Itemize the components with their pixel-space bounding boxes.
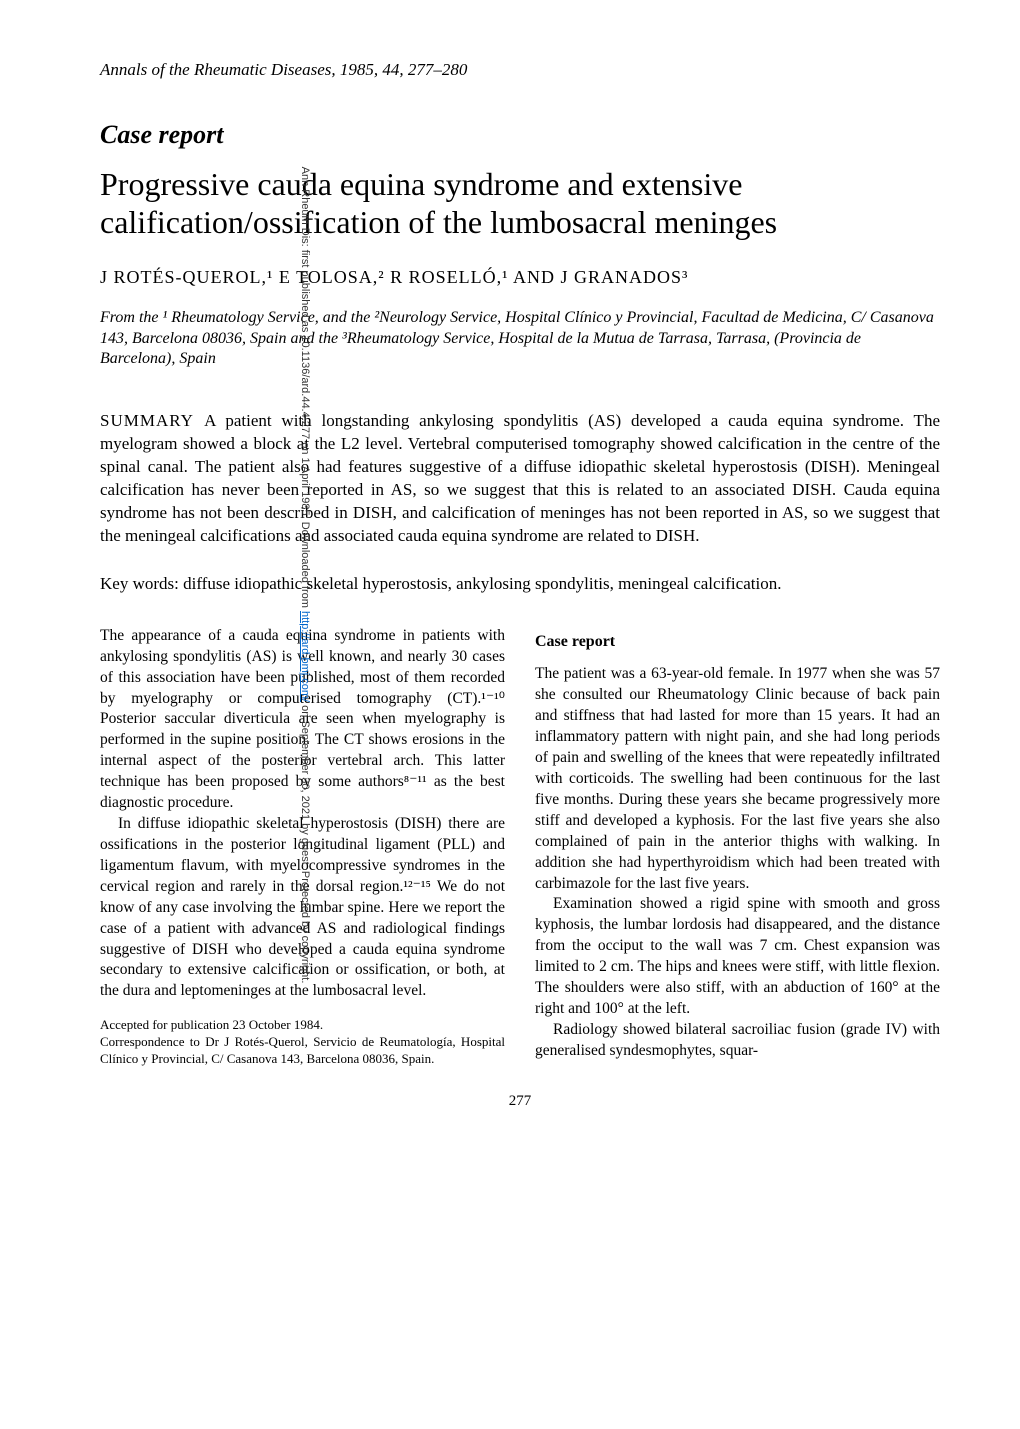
affiliations: From the ¹ Rheumatology Service, and the… — [100, 308, 940, 370]
page-number: 277 — [100, 1093, 940, 1110]
sidebar-suffix: on September 30, 2021 by guest. Protecte… — [299, 705, 311, 983]
page-container: Ann Rheum Dis: first published as 10.113… — [0, 0, 1020, 1150]
sidebar-link[interactable]: http://ard.bmj.com/ — [299, 611, 311, 702]
two-column-body: The appearance of a cauda equina syndrom… — [100, 626, 940, 1068]
sidebar-prefix: Ann Rheum Dis: first published as 10.113… — [299, 167, 311, 611]
case-report-label: Case report — [100, 120, 940, 150]
right-column: Case report The patient was a 63-year-ol… — [535, 626, 940, 1068]
case-paragraph-2: Examination showed a rigid spine with sm… — [535, 894, 940, 1020]
journal-reference: Annals of the Rheumatic Diseases, 1985, … — [100, 60, 940, 80]
article-title: Progressive cauda equina syndrome and ex… — [100, 165, 940, 242]
authors-list: J ROTÉS-QUEROL,¹ E TOLOSA,² R ROSELLÓ,¹ … — [100, 267, 940, 288]
case-paragraph-1: The patient was a 63-year-old female. In… — [535, 664, 940, 894]
summary-text: A patient with longstanding ankylosing s… — [100, 411, 940, 545]
keywords: Key words: diffuse idiopathic skeletal h… — [100, 573, 940, 596]
case-report-heading: Case report — [535, 631, 940, 653]
summary-label: SUMMARY — [100, 411, 204, 430]
copyright-sidebar: Ann Rheum Dis: first published as 10.113… — [299, 0, 311, 1275]
case-paragraph-3: Radiology showed bilateral sacroiliac fu… — [535, 1020, 940, 1062]
summary-block: SUMMARY A patient with longstanding anky… — [100, 410, 940, 548]
